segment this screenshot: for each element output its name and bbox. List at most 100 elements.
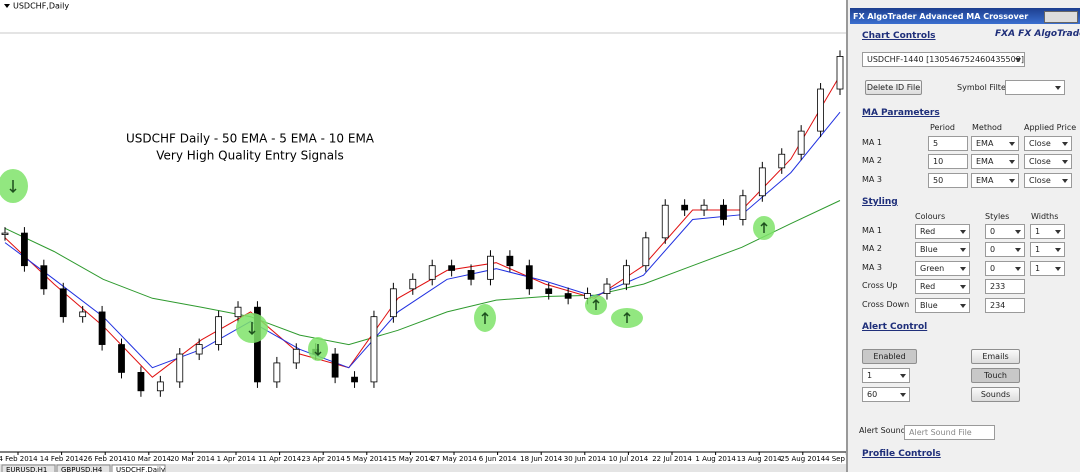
tab[interactable] — [56, 464, 111, 472]
candle — [40, 265, 48, 290]
period-input[interactable]: 5 — [928, 136, 968, 151]
row-label: MA 3 — [862, 175, 883, 184]
candle — [545, 288, 553, 294]
logo: FXA FX AlgoTrader — [995, 29, 1080, 39]
width-select[interactable]: 1 — [1030, 261, 1065, 276]
x-tick-label: 22 Jul 2014 — [652, 455, 692, 463]
x-tick-label: 18 Jun 2014 — [520, 455, 563, 463]
button[interactable]: Delete ID File — [865, 80, 922, 95]
ma-line — [4, 111, 841, 369]
column-header: Period — [930, 123, 955, 132]
candle — [817, 88, 824, 132]
method-select[interactable]: EMA — [971, 136, 1019, 151]
row-label: MA 1 — [862, 138, 883, 147]
candle — [681, 204, 689, 211]
toggle-button[interactable]: Touch — [971, 368, 1020, 383]
method-select[interactable]: EMA — [971, 154, 1019, 169]
x-tick-label: 1 Aug 2014 — [695, 455, 736, 463]
arrow-code-input[interactable]: 234 — [985, 298, 1025, 313]
candle — [118, 344, 125, 373]
style-select[interactable]: 0 — [985, 224, 1025, 239]
annotation: USDCHF Daily - 50 EMA - 5 EMA - 10 EMA — [126, 132, 375, 146]
x-tick-label: 10 Mar 2014 — [127, 455, 172, 463]
width-select[interactable]: 1 — [1030, 242, 1065, 257]
column-header: Method — [972, 123, 1003, 132]
row-label: Cross Down — [862, 300, 910, 309]
width-select[interactable]: 1 — [1030, 224, 1065, 239]
x-tick-label: 26 Feb 2014 — [83, 455, 127, 463]
candle — [584, 293, 591, 299]
tab[interactable] — [111, 464, 166, 472]
method-select[interactable]: EMA — [971, 173, 1019, 188]
panel-title: FX AlgoTrader Advanced MA Crossover — [853, 12, 1029, 21]
window-buttons[interactable] — [1044, 11, 1078, 23]
candle — [98, 311, 106, 345]
candle — [700, 204, 708, 211]
candle — [234, 306, 242, 318]
toggle-button[interactable]: Emails — [971, 349, 1020, 364]
candle — [428, 265, 436, 280]
price-select[interactable]: Close — [1024, 154, 1072, 169]
tab[interactable] — [1, 464, 56, 472]
price-select[interactable]: Close — [1024, 136, 1072, 151]
label: Symbol Filter — [957, 83, 1010, 92]
period-input[interactable]: 50 — [928, 173, 968, 188]
colour-select[interactable]: Blue — [915, 242, 970, 257]
candle — [467, 270, 475, 280]
annotation: Very High Quality Entry Signals — [156, 149, 343, 163]
chart-window: USDCHF,Daily USDCHF Daily - 50 EMA - 5 E… — [0, 0, 846, 472]
toggle-button[interactable]: Enabled — [862, 349, 917, 364]
x-tick-label: 20 Mar 2014 — [170, 455, 215, 463]
candle — [195, 344, 203, 355]
label: Alert Sound — [859, 426, 906, 435]
candle — [642, 237, 650, 267]
toggle-button[interactable]: Sounds — [971, 387, 1020, 402]
style-select[interactable]: 0 — [985, 242, 1025, 257]
symbol-select[interactable] — [1005, 80, 1065, 95]
sound-file-input[interactable]: Alert Sound File — [904, 425, 995, 440]
candle — [21, 232, 28, 267]
price-select[interactable]: Close — [1024, 173, 1072, 188]
column-header: Colours — [915, 212, 946, 221]
menu-arrow — [4, 4, 10, 8]
section-heading: MA Parameters — [862, 108, 940, 118]
period-input[interactable]: 10 — [928, 154, 968, 169]
candle — [215, 316, 223, 345]
x-tick-label: 6 Jun 2014 — [479, 455, 517, 463]
style-select[interactable]: 0 — [985, 261, 1025, 276]
column-header: Widths — [1031, 212, 1059, 221]
candle — [506, 255, 514, 267]
candle — [59, 288, 67, 318]
arrow-code-input[interactable]: 233 — [985, 279, 1025, 294]
interval-select[interactable]: 60 — [862, 387, 910, 402]
level-select[interactable]: 1 — [862, 368, 910, 383]
tab-label: GBPUSD,H4 — [61, 466, 103, 472]
candle — [622, 265, 630, 285]
section-heading: Alert Control — [862, 322, 928, 332]
section-heading: Chart Controls — [862, 31, 936, 41]
colour-select[interactable]: Red — [915, 279, 970, 294]
x-tick-label: 1 Apr 2014 — [217, 455, 256, 463]
candle — [176, 353, 184, 383]
row-label: Cross Up — [862, 281, 898, 290]
candle — [661, 204, 669, 239]
candle — [370, 316, 378, 383]
colour-select[interactable]: Blue — [915, 298, 970, 313]
x-tick-label: 30 Jun 2014 — [564, 455, 607, 463]
colour-select[interactable]: Red — [915, 224, 970, 239]
candle — [351, 376, 358, 383]
x-tick-label: 23 Apr 2014 — [302, 455, 346, 463]
colour-select[interactable]: Green — [915, 261, 970, 276]
tab-label: EURUSD,H1 — [6, 466, 47, 472]
candle — [137, 372, 145, 392]
x-tick-label: 13 Aug 2014 — [737, 455, 782, 463]
column-header: Applied Price — [1024, 123, 1077, 132]
x-tick-label: 4 Sep — [825, 455, 845, 463]
chart-id-select[interactable]: USDCHF-1440 [130546752460435509] — [862, 52, 1025, 67]
candle — [292, 348, 300, 364]
column-header: Styles — [985, 212, 1010, 221]
candle — [156, 381, 164, 392]
candle — [1, 232, 9, 235]
candle — [389, 288, 397, 318]
ma-line — [4, 200, 841, 346]
